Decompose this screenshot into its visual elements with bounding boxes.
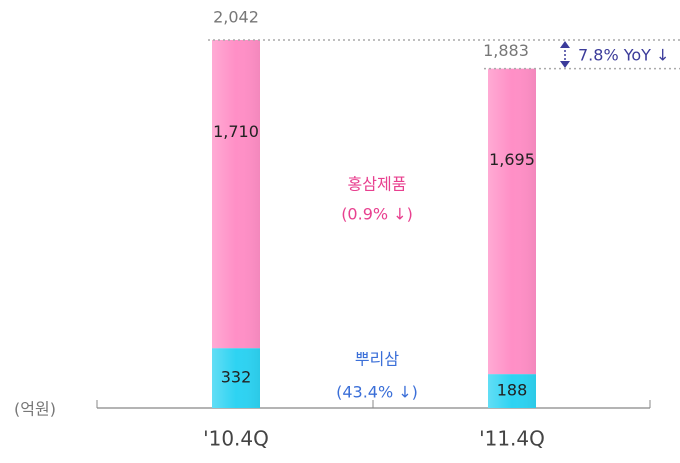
change-label: (43.4% ↓) [336, 383, 418, 402]
bar-sheen [212, 348, 260, 408]
total-label: 1,883 [483, 41, 529, 60]
data-label: 1,695 [489, 150, 535, 169]
data-label: 188 [497, 381, 528, 400]
series-label: 홍삼제품 [348, 175, 407, 194]
data-label: 332 [221, 368, 252, 387]
yoy-label: 7.8% YoY ↓ [578, 46, 669, 65]
change-label: (0.9% ↓) [341, 205, 413, 224]
series-label: 뿌리삼 [355, 350, 399, 369]
unit-label: (억원) [14, 400, 56, 419]
bar-sheen [488, 68, 536, 375]
x-tick-label: '10.4Q [203, 427, 269, 451]
x-tick-label: '11.4Q [479, 427, 545, 451]
bar-sheen [212, 40, 260, 349]
bar-sheen [488, 374, 536, 408]
total-label: 2,042 [213, 8, 259, 27]
yoy-arrow [560, 41, 570, 68]
data-label: 1,710 [213, 122, 259, 141]
